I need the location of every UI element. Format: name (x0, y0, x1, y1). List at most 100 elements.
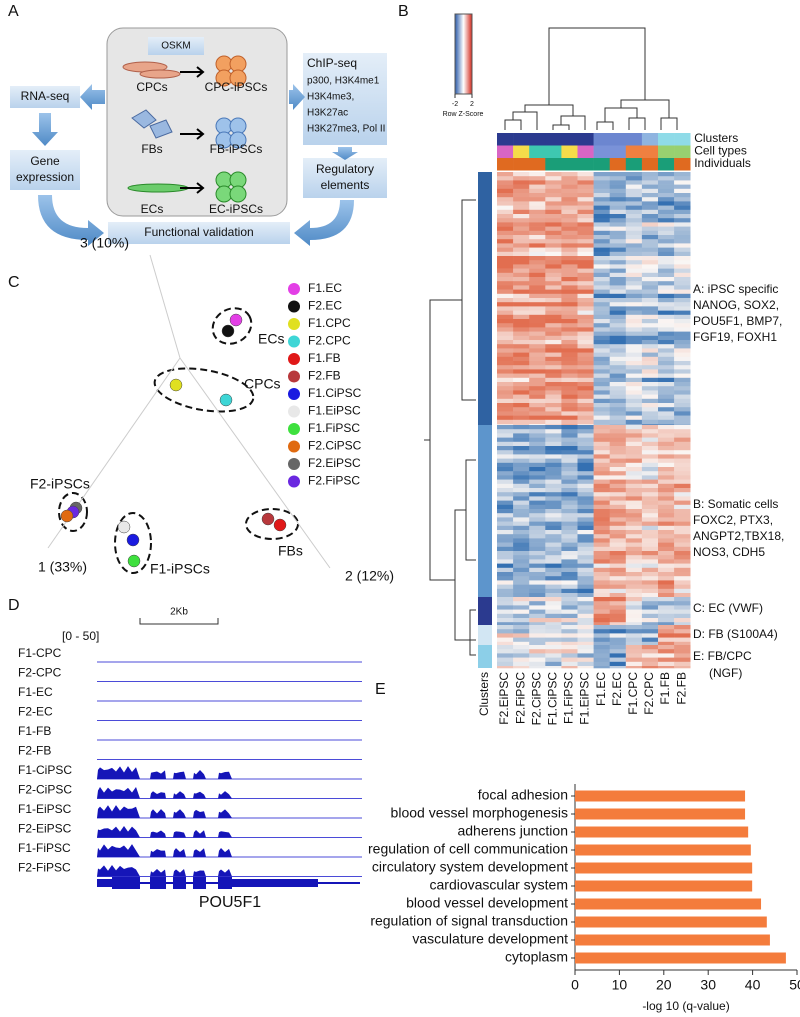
heatmap-cell (529, 180, 546, 185)
heatmap-cell (545, 352, 562, 358)
heatmap-cell (529, 407, 546, 412)
heatmap-cell (513, 534, 530, 539)
heatmap-cell (513, 335, 530, 341)
heatmap-cell (593, 513, 610, 518)
heatmap-cell (529, 580, 546, 585)
cluster-annotation: B: Somatic cells (693, 497, 778, 511)
heatmap-cell (625, 584, 643, 590)
heatmap-cell (674, 437, 691, 443)
heatmap-cell (658, 593, 675, 598)
heatmap-cell (561, 209, 578, 215)
heatmap-cell (577, 369, 594, 374)
heatmap-cell (561, 247, 578, 253)
heatmap-cell (609, 369, 627, 374)
heatmap-cell (529, 500, 546, 506)
heatmap-cell (529, 534, 546, 539)
heatmap-cell (513, 230, 530, 236)
heatmap-cell (529, 576, 546, 581)
heatmap-cell (625, 425, 643, 430)
heatmap-cell (625, 641, 643, 646)
heatmap-cell (674, 509, 691, 514)
heatmap-cell (577, 609, 594, 615)
heatmap-cell (529, 361, 546, 366)
heatmap-cell (658, 517, 675, 522)
heatmap-cell (658, 622, 675, 626)
heatmap-cell (545, 277, 562, 282)
heatmap-cell (561, 504, 578, 510)
heatmap-cell (577, 521, 594, 527)
heatmap-cell (545, 340, 562, 345)
heatmap-cell (529, 415, 546, 421)
chip-seq-mark: H3K27ac (307, 108, 348, 119)
heatmap-cell (609, 609, 627, 615)
regulatory-box (303, 158, 387, 198)
heatmap-cell (561, 597, 578, 602)
heatmap-cell (674, 504, 691, 510)
heatmap-cell (577, 471, 594, 476)
heatmap-cell (577, 666, 594, 669)
heatmap-cell (593, 285, 610, 290)
heatmap-cell (545, 226, 562, 232)
heatmap-cell (625, 618, 643, 623)
heatmap-cell (513, 218, 530, 223)
heatmap-cell (658, 425, 675, 430)
heatmap-cell (497, 277, 514, 282)
heatmap-cell (658, 251, 675, 257)
heatmap-cell (593, 525, 610, 531)
heatmap-cell (577, 584, 594, 590)
heatmap-cell (625, 496, 643, 501)
heatmap-cell (545, 319, 562, 324)
heatmap-cell (497, 306, 514, 311)
heatmap-cell (593, 625, 610, 630)
cluster-bar (478, 425, 492, 597)
heatmap-cell (658, 441, 675, 447)
heatmap-cell (674, 584, 691, 590)
heatmap-cell (658, 302, 675, 307)
heatmap-cell (529, 538, 546, 543)
heatmap-cell (625, 403, 643, 408)
heatmap-cell (577, 226, 594, 232)
annotation-row-label: Individuals (694, 156, 751, 170)
heatmap-cell (545, 563, 562, 569)
heatmap-cell (641, 625, 659, 630)
scale-bar (139, 618, 219, 625)
heatmap-cell (658, 344, 675, 349)
heatmap-cell (529, 633, 546, 638)
heatmap-cell (513, 382, 530, 387)
heatmap-cell (545, 335, 562, 341)
heatmap-cell (577, 201, 594, 206)
heatmap-cell (513, 352, 530, 358)
heatmap-cell (497, 331, 514, 337)
heatmap-cell (577, 319, 594, 324)
heatmap-cell (609, 538, 627, 543)
heatmap-cell (674, 398, 691, 404)
heatmap-cell (513, 637, 530, 643)
heatmap-cell (658, 551, 675, 556)
heatmap-cell (497, 625, 514, 630)
heatmap-cell (529, 521, 546, 527)
heatmap-cell (497, 243, 514, 248)
heatmap-cell (609, 344, 627, 349)
regulatory-label: Regulatory (316, 162, 374, 176)
heatmap-cell (529, 597, 546, 602)
heatmap-cell (593, 172, 610, 177)
heatmap-cell (609, 403, 627, 408)
heatmap-cell (497, 504, 514, 510)
heatmap-cell (497, 500, 514, 506)
heatmap-cell (625, 310, 643, 316)
heatmap-cell (658, 525, 675, 531)
heatmap-cell (641, 268, 659, 274)
heatmap-cell (593, 289, 610, 295)
heatmap-cell (625, 555, 643, 560)
heatmap-cell (625, 344, 643, 349)
heatmap-cell (529, 637, 546, 643)
heatmap-cell (641, 327, 659, 332)
heatmap-cell (545, 597, 562, 602)
heatmap-cell (497, 424, 514, 426)
heatmap-cell (674, 277, 691, 282)
heatmap-cell (593, 597, 610, 602)
heatmap-cell (513, 193, 530, 198)
heatmap-cell (497, 458, 514, 464)
heatmap-cell (529, 398, 546, 404)
heatmap-cell (625, 314, 643, 320)
